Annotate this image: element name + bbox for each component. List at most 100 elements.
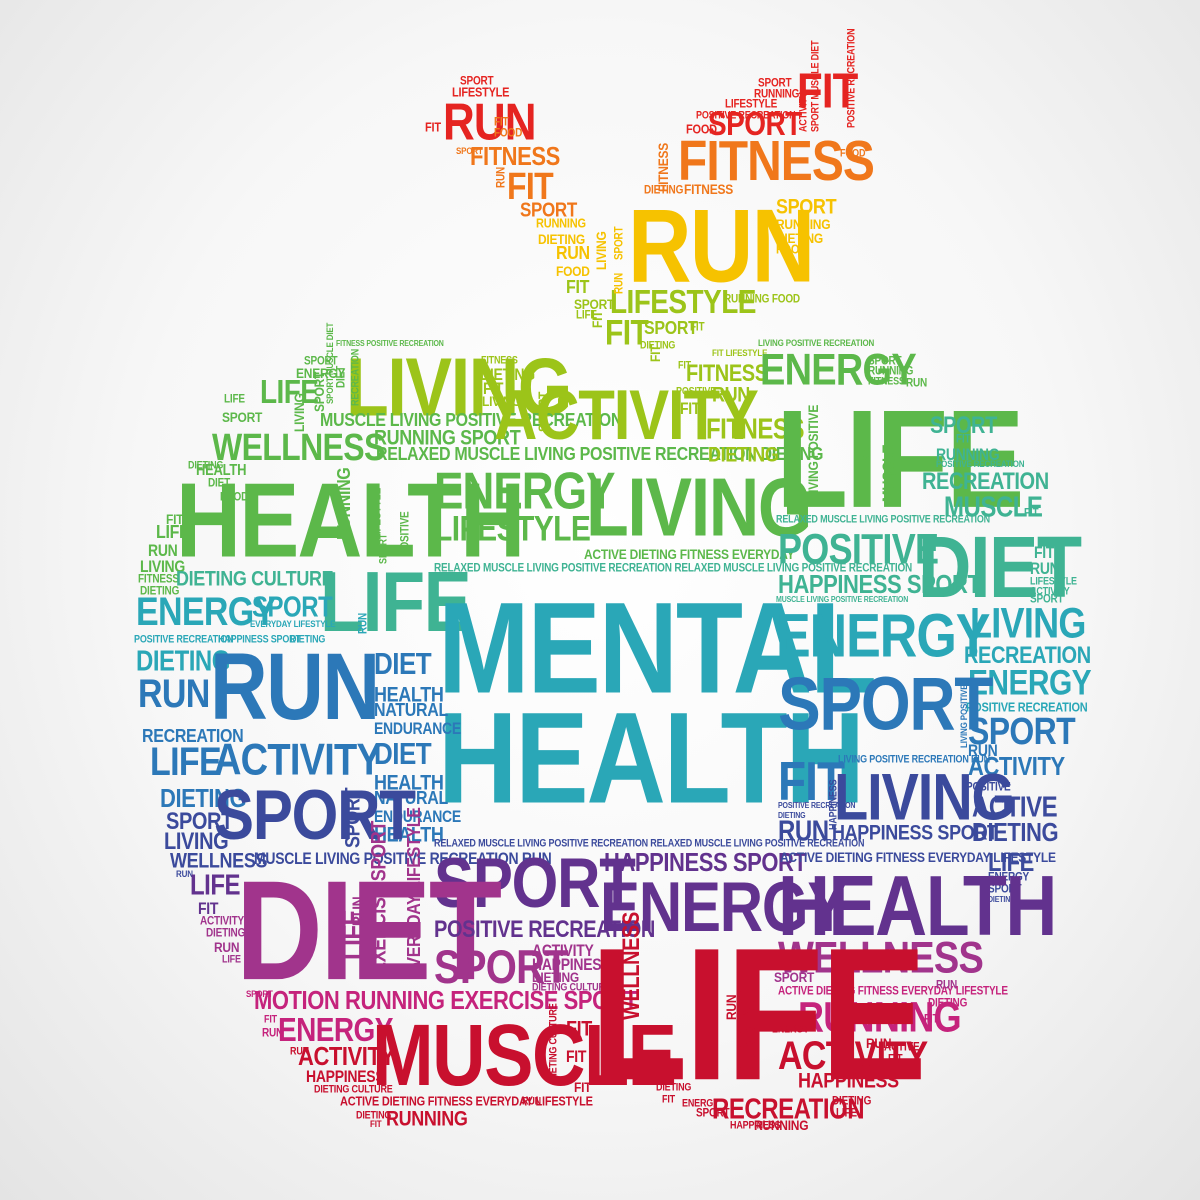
cloud-word: DIETING (206, 926, 246, 940)
cloud-word: LIFE (836, 1106, 857, 1120)
cloud-word: RELAXED MUSCLE LIVING POSITIVE RECREATIO… (434, 836, 865, 849)
cloud-vertical-word: SPORT (612, 226, 626, 260)
cloud-word: FITNESS (678, 130, 875, 193)
cloud-word: SPORT (166, 808, 233, 835)
cloud-word: LIFE (150, 739, 222, 785)
cloud-word: HAPPINESS SPORT (778, 569, 981, 600)
cloud-word: FIT (507, 164, 554, 208)
cloud-word: FITNESS (684, 180, 733, 198)
cloud-vertical-word: POSITIVE RECREATION (844, 28, 857, 128)
cloud-word: ACTIVITY (214, 735, 382, 786)
cloud-word: SPORT (460, 74, 494, 88)
cloud-word: FIT (566, 1016, 592, 1041)
cloud-word: HAPPINESS SPORT (218, 632, 301, 645)
cloud-word: LIVING (970, 598, 1086, 647)
cloud-word: DIET (236, 851, 502, 1010)
cloud-word: ACTIVE (884, 1040, 920, 1054)
cloud-word: FIT (483, 378, 504, 398)
cloud-word: LIFESTYLE (1030, 574, 1077, 587)
cloud-word: LIFE (590, 908, 927, 1120)
cloud-word: MUSCLE LIVING POSITIVE RECREATION (776, 596, 909, 605)
cloud-word: RECREATION (964, 642, 1091, 669)
cloud-word: HEALTH (196, 460, 247, 479)
cloud-word: RUN (138, 671, 210, 717)
cloud-word: DIETING (776, 229, 823, 247)
cloud-word: FIT LIFESTYLE (712, 347, 768, 359)
cloud-word: LIVING (834, 759, 1015, 834)
cloud-vertical-word: POSITIVE (398, 511, 412, 556)
cloud-word: ENERGY (772, 1022, 809, 1035)
cloud-word: DIETING CULTURE (176, 566, 334, 591)
cloud-vertical-word: DIET (334, 366, 348, 388)
cloud-word: DIETING (538, 230, 585, 248)
cloud-word: DIETING CULTURE (314, 1082, 393, 1095)
cloud-word: POSITIVE (778, 524, 939, 573)
cloud-word: SPORT (644, 318, 698, 339)
cloud-vertical-word: SPORT (376, 533, 389, 564)
cloud-word: RUN (628, 186, 815, 304)
cloud-word: SPORT (930, 412, 997, 439)
cloud-word: FIT (605, 313, 649, 353)
cloud-word: RUNNING (776, 215, 831, 233)
cloud-word: SPORT (696, 1106, 730, 1120)
cloud-word: POSITIVE (676, 384, 717, 397)
cloud-word: SPORT (868, 354, 902, 368)
cloud-vertical-word: WELLNESS (618, 912, 645, 1020)
cloud-word: DIETING (708, 442, 779, 467)
cloud-word: FITNESS (686, 360, 768, 387)
cloud-word: ENDURANCE (374, 718, 461, 738)
cloud-word: DIETING (356, 1108, 392, 1121)
cloud-word: ACTIVE DIETING FITNESS EVERYDAY LIFESTYL… (340, 1094, 593, 1109)
cloud-word: LIFESTYLE (452, 85, 510, 100)
cloud-word: POSITIVE (966, 780, 1011, 794)
cloud-vertical-word: RUNNING (334, 467, 355, 540)
cloud-word: LIFE (576, 308, 597, 322)
cloud-vertical-word: EVERYDAY LIFESTYLE (404, 807, 425, 978)
cloud-word: FOOD (840, 146, 866, 159)
cloud-vertical-word: RUNNING (734, 989, 761, 1080)
cloud-word: LIFE (156, 522, 190, 543)
cloud-word: DIETING (778, 812, 806, 821)
cloud-word: LIFESTYLE (434, 509, 591, 549)
cloud-word: MUSCLE LIVING POSITIVE RECREATION RUN (254, 848, 552, 868)
cloud-word: FIT (1024, 506, 1039, 520)
cloud-word: RECREATION (922, 468, 1049, 495)
cloud-word: FIT (678, 358, 691, 371)
cloud-word: HEALTH (438, 685, 865, 831)
cloud-word: DIET (374, 645, 432, 682)
cloud-word: FIT (1034, 542, 1055, 562)
cloud-word: MOTION RUNNING EXERCISE SPORT (254, 985, 638, 1016)
cloud-word: SPORT (434, 843, 636, 923)
cloud-word: LIFE (320, 555, 472, 650)
cloud-word: SPORT (778, 661, 993, 747)
cloud-word: SPORT (214, 775, 416, 855)
cloud-word: RUN (210, 634, 380, 740)
cloud-word: ENERGY (278, 1011, 393, 1049)
cloud-word: HEALTH (374, 822, 444, 847)
cloud-word: RUN (866, 1034, 892, 1052)
cloud-word: ACTIVITY (778, 1033, 928, 1079)
cloud-word: FITNESS (481, 353, 518, 366)
cloud-vertical-word: SPORT (534, 391, 552, 432)
cloud-word: RUN (148, 540, 178, 560)
cloud-word: SPORT (988, 882, 1022, 896)
cloud-word: FIT (662, 1092, 675, 1105)
cloud-vertical-word: POSITIVE (860, 419, 874, 464)
cloud-word: EVERYDAY LIFESTYLE (250, 618, 336, 630)
cloud-word: RUN (1030, 558, 1060, 578)
cloud-word: ACTIVITY (1030, 584, 1070, 597)
cloud-word: LIFE (260, 373, 319, 411)
cloud-word: RECREATION (142, 726, 244, 747)
cloud-word: DIETING (532, 968, 579, 986)
cloud-word: RUN (290, 1044, 309, 1057)
cloud-word: POSITIVE RECREATION (434, 916, 655, 943)
cloud-word: WELLNESS (778, 933, 984, 984)
cloud-word: SPORT (222, 408, 263, 426)
cloud-word: DIET (918, 518, 1082, 617)
cloud-word: FIT (198, 898, 219, 918)
cloud-vertical-word: FIT (588, 310, 606, 328)
cloud-word: SPORT (968, 709, 1076, 753)
cloud-word: FIT (574, 1078, 592, 1096)
cloud-word: RUNNING (536, 216, 586, 231)
cloud-word: FITNESS (706, 413, 804, 446)
